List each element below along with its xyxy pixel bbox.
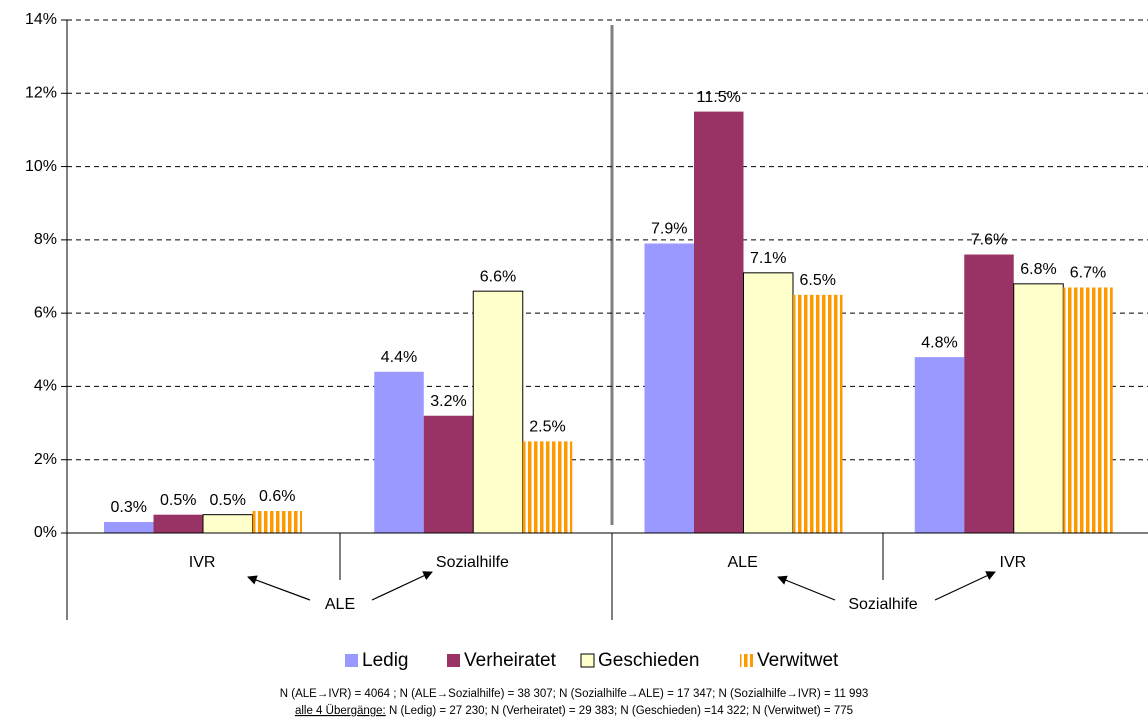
data-label: 4.4% bbox=[381, 349, 417, 366]
y-tick-label: 4% bbox=[34, 378, 57, 395]
data-label: 0.6% bbox=[259, 488, 295, 505]
x-tick-label: Sozialhilfe bbox=[436, 554, 509, 571]
y-tick-label: 8% bbox=[34, 231, 57, 248]
data-label: 0.5% bbox=[210, 492, 246, 509]
data-label: 2.5% bbox=[529, 419, 565, 436]
bar bbox=[423, 415, 474, 533]
bar bbox=[644, 243, 694, 533]
bar bbox=[694, 111, 744, 533]
data-label: 4.8% bbox=[921, 334, 957, 351]
bar bbox=[472, 290, 524, 534]
legend-label: Verheiratet bbox=[464, 650, 557, 671]
arrows bbox=[247, 571, 996, 601]
bar bbox=[522, 441, 573, 533]
data-label: 6.5% bbox=[800, 272, 836, 289]
legend-swatch bbox=[447, 654, 460, 667]
bar bbox=[743, 272, 794, 534]
x-tick-label: IVR bbox=[189, 554, 216, 571]
data-label: 7.9% bbox=[651, 221, 687, 238]
y-tick-label: 2% bbox=[34, 451, 57, 468]
data-label: 0.5% bbox=[160, 492, 196, 509]
data-label: 6.7% bbox=[1070, 265, 1106, 282]
y-tick-label: 12% bbox=[25, 85, 57, 102]
legend-swatch bbox=[580, 653, 595, 668]
y-tick-label: 6% bbox=[34, 304, 57, 321]
y-tick-label: 14% bbox=[25, 11, 57, 28]
legend-label: Geschieden bbox=[598, 650, 699, 671]
axes-frame bbox=[66, 20, 884, 620]
bar bbox=[793, 294, 843, 533]
note-rest: N (Ledig) = 27 230; N (Verheiratet) = 29… bbox=[386, 705, 853, 717]
note: alle 4 Übergänge: N (Ledig) = 27 230; N … bbox=[295, 705, 853, 717]
bar bbox=[1063, 287, 1113, 533]
data-label: 3.2% bbox=[430, 393, 466, 410]
bar bbox=[374, 371, 424, 533]
bar bbox=[252, 511, 302, 533]
legend-label: Ledig bbox=[362, 650, 409, 671]
bar bbox=[104, 522, 154, 533]
x-tick-label: IVR bbox=[1000, 554, 1027, 571]
data-label: 7.6% bbox=[971, 232, 1007, 249]
legend-label: Verwitwet bbox=[757, 650, 839, 671]
data-label: 7.1% bbox=[750, 250, 786, 267]
bar bbox=[964, 254, 1014, 533]
data-label: 0.3% bbox=[111, 499, 147, 516]
bar bbox=[202, 514, 253, 534]
data-label: 6.6% bbox=[480, 268, 516, 285]
x-tick-label: ALE bbox=[728, 554, 758, 571]
legend-swatch bbox=[345, 654, 358, 667]
bar bbox=[914, 357, 965, 533]
group-label: ALE bbox=[325, 596, 355, 613]
data-label: 6.8% bbox=[1020, 261, 1056, 278]
bar bbox=[1013, 283, 1064, 534]
legend-swatch bbox=[740, 654, 753, 667]
note-underlined: alle 4 Übergänge: bbox=[295, 705, 386, 717]
data-label: 11.5% bbox=[697, 89, 741, 106]
y-tick-label: 10% bbox=[25, 158, 57, 175]
note: N (ALE→IVR) = 4064 ; N (ALE→Sozialhilfe)… bbox=[280, 688, 868, 700]
y-tick-label: 0% bbox=[34, 524, 57, 541]
bar bbox=[153, 514, 203, 533]
group-label: Sozialhife bbox=[848, 596, 917, 613]
